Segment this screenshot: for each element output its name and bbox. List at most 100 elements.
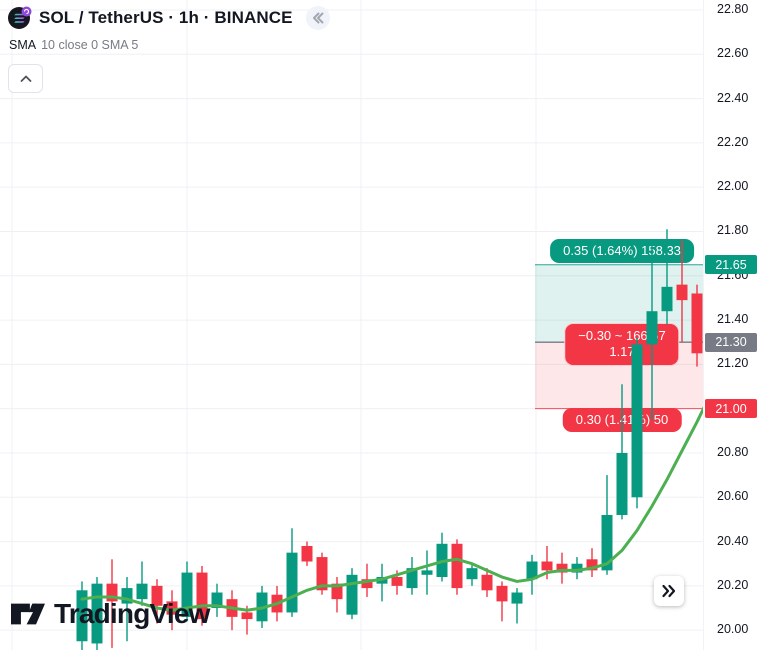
- candle-body: [121, 588, 133, 604]
- candle-body: [316, 557, 328, 591]
- indicator-name: SMA: [9, 38, 37, 52]
- candle-body: [586, 559, 598, 571]
- candle: [106, 559, 118, 648]
- candle-body: [241, 612, 253, 620]
- candle: [376, 563, 388, 602]
- price-tick-label: 22.60: [717, 46, 749, 61]
- candle-body: [391, 577, 403, 586]
- price-tick-label: 22.40: [717, 90, 749, 105]
- candle: [421, 550, 433, 595]
- price-tick-label: 20.00: [717, 622, 749, 637]
- candle: [76, 581, 88, 650]
- candle: [646, 244, 658, 420]
- solana-coin-icon: [8, 6, 32, 30]
- price-tick-label: 21.80: [717, 223, 749, 238]
- tradingview-logo-icon: [11, 603, 45, 625]
- candle: [586, 548, 598, 578]
- price-axis[interactable]: 22.80 22.60 22.40 22.20 22.00 21.80 21.60 21.40…: [703, 0, 758, 650]
- candle: [481, 568, 493, 597]
- candle-body: [181, 572, 193, 617]
- candle: [631, 337, 643, 509]
- candle-body: [196, 572, 208, 620]
- candle: [196, 565, 208, 626]
- candle: [121, 577, 133, 642]
- candle: [661, 229, 673, 325]
- candle-body: [211, 592, 223, 609]
- price-tick-label: 20.60: [717, 489, 749, 504]
- price-tick-label: 20.40: [717, 533, 749, 548]
- price-tick-label: 22.80: [717, 1, 749, 16]
- candle: [616, 384, 628, 520]
- price-tick-label: 21.40: [717, 312, 749, 327]
- candle: [436, 532, 448, 582]
- candle-body: [451, 543, 463, 589]
- stop-price-badge: 21.00: [705, 399, 757, 419]
- indicator-legend[interactable]: SMA 10 close 0 SMA 5: [9, 38, 138, 52]
- candle-body: [541, 561, 553, 571]
- symbol-title[interactable]: SOL / TetherUS · 1h · BINANCE: [39, 8, 293, 27]
- collapse-panel-button[interactable]: [8, 64, 43, 93]
- double-chevron-right-icon: [662, 584, 676, 598]
- price-tick-label: 20.80: [717, 444, 749, 459]
- price-tick-label: 22.20: [717, 134, 749, 149]
- candle-body: [331, 583, 343, 600]
- symbol-header: SOL / TetherUS · 1h · BINANCE: [8, 6, 330, 30]
- price-tick-label: 20.20: [717, 577, 749, 592]
- candle: [466, 563, 478, 586]
- candle: [211, 583, 223, 617]
- candle-body: [136, 583, 148, 600]
- indicator-params: 10 close 0 SMA 5: [41, 38, 139, 52]
- position-entry-label-line2: 1.17: [609, 344, 635, 360]
- candle: [151, 579, 163, 624]
- candle: [526, 554, 538, 595]
- candle-body: [421, 570, 433, 575]
- chevron-up-icon: [20, 75, 31, 82]
- candle-body: [691, 293, 703, 354]
- candle-body: [106, 583, 118, 602]
- candle-body: [556, 563, 568, 573]
- candle: [136, 561, 148, 606]
- candle-body: [571, 563, 583, 573]
- price-tick-label: 21.20: [717, 356, 749, 371]
- candle-body: [511, 592, 523, 604]
- candle: [346, 568, 358, 620]
- candle-body: [91, 583, 103, 644]
- target-price-badge: 21.65: [705, 255, 757, 275]
- candle: [91, 577, 103, 650]
- rewind-button[interactable]: [305, 6, 330, 30]
- position-entry-label-line1: −0.30 ~ 166.67: [578, 328, 666, 344]
- candle: [571, 557, 583, 580]
- candle: [451, 539, 463, 595]
- candle: [511, 588, 523, 624]
- tradingview-logo-text: TradingView: [54, 598, 210, 629]
- candle-body: [481, 574, 493, 591]
- candle: [301, 541, 313, 566]
- candle: [331, 577, 343, 613]
- candle: [181, 561, 193, 622]
- sma-line: [80, 406, 703, 612]
- candle-body: [346, 574, 358, 615]
- position-entry-label[interactable]: −0.30 ~ 166.67 1.17: [564, 323, 680, 366]
- entry-price-badge: 21.30: [705, 332, 757, 352]
- candles-layer: [76, 229, 703, 650]
- candle-body: [166, 601, 178, 615]
- candle-body: [661, 286, 673, 312]
- candle: [691, 284, 703, 367]
- candle: [226, 590, 238, 631]
- candle-body: [151, 585, 163, 606]
- candle: [496, 581, 508, 622]
- tradingview-watermark: TradingView: [10, 597, 210, 631]
- candle-body: [601, 514, 613, 571]
- candle-body: [466, 568, 478, 580]
- candle-body: [616, 452, 628, 515]
- candle-body: [76, 590, 88, 642]
- candle-body: [361, 579, 373, 589]
- candle-body: [676, 284, 688, 301]
- candle: [601, 475, 613, 575]
- scroll-to-recent-button[interactable]: [654, 576, 684, 606]
- candle-body: [631, 344, 643, 498]
- candle-body: [301, 545, 313, 562]
- candle-body: [526, 561, 538, 580]
